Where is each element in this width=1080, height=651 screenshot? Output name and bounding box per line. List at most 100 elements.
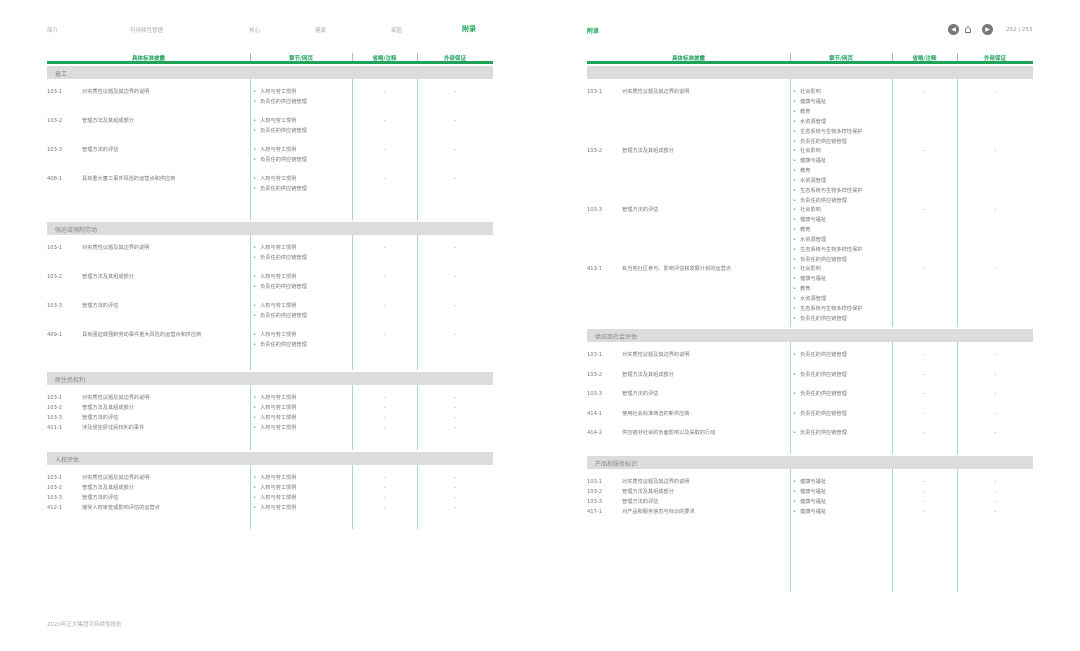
chapter-link[interactable]: 人权与劳工惯例	[253, 503, 296, 513]
nav-sustainability-management[interactable]: 可持续性管理	[130, 28, 164, 34]
chapter-link[interactable]: 负责任的供应链管理	[253, 155, 307, 165]
nav-intro[interactable]: 简介	[47, 28, 59, 34]
chapter-link[interactable]: 人权与劳工惯例	[253, 473, 296, 483]
disclosure-title: 对实质性议题及其边界的说明	[82, 475, 150, 481]
omission: -	[923, 508, 926, 515]
chapter-link[interactable]: 负责任的供应链管理	[793, 314, 862, 324]
chapter-link[interactable]: 负责任的供应链管理	[253, 282, 307, 292]
disclosure-title: 管理方法的评估	[622, 391, 659, 397]
chapter-link[interactable]: 负责任的供应链管理	[793, 409, 847, 419]
table-section: 原住民权利103-1对实质性议题及其边界的说明人权与劳工惯例--103-2管理方…	[47, 372, 493, 450]
omission: -	[383, 245, 386, 251]
chapter-link[interactable]: 负责任的供应链管理	[793, 137, 862, 147]
disclosure-code: 103-3	[47, 147, 63, 153]
chapter-link[interactable]: 负责任的供应链管理	[253, 126, 307, 136]
chapter-link[interactable]: 人权与劳工惯例	[253, 393, 296, 403]
chapter-link[interactable]: 水资源管理	[793, 117, 862, 127]
chapter-link[interactable]: 人权与劳工惯例	[253, 116, 307, 126]
nav-health[interactable]: 健康	[315, 28, 327, 34]
column-divider	[352, 79, 353, 220]
chapter-link[interactable]: 人权与劳工惯例	[253, 413, 296, 423]
chapter-list: 负责任的供应链管理	[793, 350, 847, 360]
omission: -	[383, 505, 386, 511]
table-row: 408-1 具有重大童工事件风险的运营点和供应商 人权与劳工惯例负责任的供应链管理 -…	[47, 174, 493, 194]
disclosure-title: 对实质性议题及其边界的说明	[82, 89, 150, 95]
chapter-link[interactable]: 健康与福祉	[793, 487, 826, 497]
chapter-link[interactable]: 教育	[793, 166, 862, 176]
chapter-link[interactable]: 负责任的供应链管理	[793, 255, 862, 265]
chapter-link[interactable]: 负责任的供应链管理	[793, 350, 847, 360]
chapter-link[interactable]: 健康与福祉	[793, 215, 862, 225]
home-icon[interactable]: ⌂	[964, 22, 972, 36]
chapter-link[interactable]: 社会影响	[793, 205, 862, 215]
chapter-link[interactable]: 负责任的供应链管理	[793, 196, 862, 206]
chapter-link[interactable]: 人权与劳工惯例	[253, 301, 307, 311]
disclosure-code: 103-1	[47, 395, 63, 401]
chapter-link[interactable]: 负责任的供应链管理	[253, 253, 307, 263]
chapter-link[interactable]: 健康与福祉	[793, 156, 862, 166]
chapter-link[interactable]: 水资源管理	[793, 235, 862, 245]
chapter-link[interactable]: 健康与福祉	[793, 497, 826, 507]
table-row: 413-1 有当地社区参与、影响评估和发展计划的运营点 社会影响健康与福祉教育水资源…	[587, 264, 1033, 324]
nav-home[interactable]: 家园	[391, 28, 403, 34]
chapter-link[interactable]: 生态系统与生物多样性保护	[793, 127, 862, 137]
disclosure-title: 对实质性议题及其边界的说明	[82, 245, 150, 251]
chapter-link[interactable]: 水资源管理	[793, 176, 862, 186]
chapter-link[interactable]: 社会影响	[793, 146, 862, 156]
nav-appendix[interactable]: 附录	[462, 25, 476, 33]
chapter-link[interactable]: 生态系统与生物多样性保护	[793, 304, 862, 314]
column-divider	[250, 385, 251, 450]
omission: -	[923, 266, 926, 272]
table-row: 103-3 管理方法的评估 人权与劳工惯例 - -	[47, 493, 493, 503]
assurance: -	[454, 118, 456, 124]
assurance: -	[454, 495, 456, 501]
table-row: 103-3 管理方法的评估 人权与劳工惯例负责任的供应链管理 - -	[47, 145, 493, 165]
omission: -	[923, 478, 926, 485]
table-section: 强迫或强制劳动103-1对实质性议题及其边界的说明人权与劳工惯例负责任的供应链管…	[47, 222, 493, 370]
chapter-link[interactable]: 健康与福祉	[793, 97, 862, 107]
chapter-link[interactable]: 社会影响	[793, 264, 862, 274]
disclosure-title: 有当地社区参与、影响评估和发展计划的运营点	[622, 266, 731, 272]
chapter-link[interactable]: 生态系统与生物多样性保护	[793, 186, 862, 196]
next-icon[interactable]: ▶	[982, 24, 993, 35]
chapter-link[interactable]: 人权与劳工惯例	[253, 174, 307, 184]
chapter-link[interactable]: 人权与劳工惯例	[253, 243, 307, 253]
assurance: -	[994, 498, 996, 505]
chapter-link[interactable]: 社会影响	[793, 87, 862, 97]
nav-core[interactable]: 核心	[249, 28, 261, 34]
chapter-link[interactable]: 健康与福祉	[793, 477, 826, 487]
chapter-link[interactable]: 水资源管理	[793, 294, 862, 304]
chapter-link[interactable]: 人权与劳工惯例	[253, 330, 307, 340]
column-divider	[250, 465, 251, 529]
disclosure-code: 103-1	[47, 89, 63, 95]
chapter-link[interactable]: 教育	[793, 225, 862, 235]
chapter-link[interactable]: 人权与劳工惯例	[253, 423, 296, 433]
chapter-link[interactable]: 负责任的供应链管理	[253, 184, 307, 194]
chapter-link[interactable]: 人权与劳工惯例	[253, 87, 307, 97]
chapter-link[interactable]: 人权与劳工惯例	[253, 145, 307, 155]
table-row: 103-1 对实质性议题及其边界的说明 人权与劳工惯例负责任的供应链管理 - -	[47, 243, 493, 263]
table-row: 103-3 管理方法的评估 社会影响健康与福祉教育水资源管理生态系统与生物多样性保护…	[587, 205, 1033, 265]
chapter-link[interactable]: 负责任的供应链管理	[253, 340, 307, 350]
chapter-list: 人权与劳工惯例	[253, 503, 296, 513]
chapter-link[interactable]: 健康与福祉	[793, 274, 862, 284]
chapter-list: 人权与劳工惯例负责任的供应链管理	[253, 272, 307, 292]
chapter-link[interactable]: 人权与劳工惯例	[253, 272, 307, 282]
chapter-link[interactable]: 健康与福祉	[793, 507, 826, 517]
chapter-link[interactable]: 负责任的供应链管理	[253, 97, 307, 107]
chapter-link[interactable]: 负责任的供应链管理	[793, 389, 847, 399]
chapter-link[interactable]: 负责任的供应链管理	[793, 370, 847, 380]
chapter-link[interactable]: 教育	[793, 107, 862, 117]
chapter-link[interactable]: 负责任的供应链管理	[253, 311, 307, 321]
table-section: 人权评估103-1对实质性议题及其边界的说明人权与劳工惯例--103-2管理方法…	[47, 452, 493, 529]
prev-icon[interactable]: ◀	[948, 24, 959, 35]
chapter-link[interactable]: 人权与劳工惯例	[253, 493, 296, 503]
chapter-link[interactable]: 人权与劳工惯例	[253, 483, 296, 493]
chapter-link[interactable]: 人权与劳工惯例	[253, 403, 296, 413]
right-page: 具体标准披露章节/网页省略/注释外部保证103-1对实质性议题及其边界的说明社会…	[587, 50, 1033, 592]
chapter-link[interactable]: 教育	[793, 284, 862, 294]
chapter-link[interactable]: 生态系统与生物多样性保护	[793, 245, 862, 255]
chapter-link[interactable]: 负责任的供应链管理	[793, 428, 847, 438]
assurance: -	[454, 332, 456, 338]
disclosure-title: 管理方法的评估	[82, 495, 119, 501]
